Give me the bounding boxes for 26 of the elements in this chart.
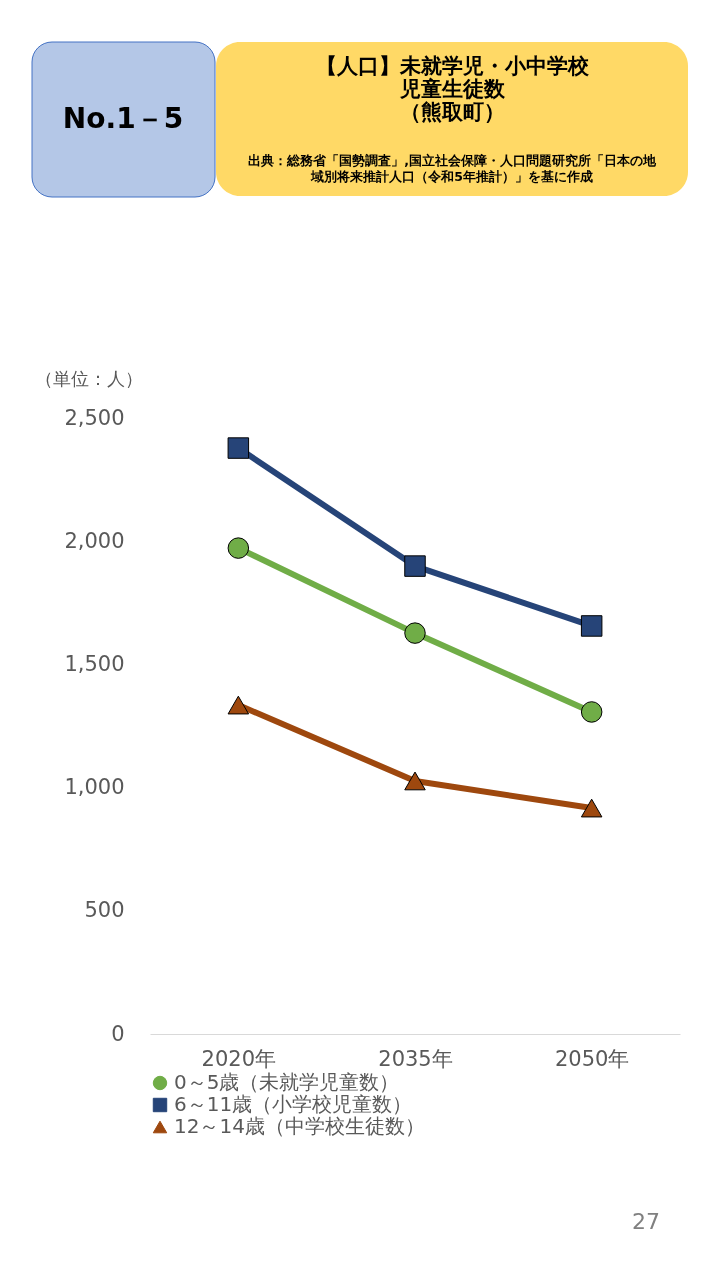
point — [227, 537, 250, 559]
point — [227, 695, 250, 715]
legend-label: 0～5歳（未就学児童数） — [174, 1070, 400, 1094]
text: 27 — [632, 1209, 660, 1234]
y-tick-label: 0 — [111, 1021, 125, 1046]
point — [580, 798, 603, 818]
x-tick-label: 2035年 — [378, 1046, 453, 1071]
point — [227, 437, 250, 459]
chart-title: 【人口】未就学児・小中学校児童生徒数（熊取町） — [315, 54, 590, 124]
y-tick-label: 500 — [84, 898, 125, 923]
point — [404, 771, 426, 791]
y-tick-label: 2,500 — [64, 405, 125, 430]
point — [580, 615, 603, 637]
x-tick-label: 2020年 — [201, 1046, 277, 1071]
text: No.1－5 — [62, 102, 184, 135]
legend-label: 12～14歳（中学校生徒数） — [174, 1114, 425, 1138]
y-tick-label: 2,000 — [64, 528, 125, 553]
source-note: 出典：総務省「国勢調査」,国立社会保障・人口問題研究所「日本の地域別将来推計人口（令和5年推計）」を基に作成 — [248, 153, 657, 184]
point — [580, 701, 603, 723]
point — [404, 555, 426, 577]
y-axis-title: （単位：人） — [35, 368, 143, 389]
y-tick-label: 1,000 — [64, 775, 125, 800]
x-tick-label: 2050年 — [554, 1046, 630, 1071]
y-tick-label: 1,500 — [64, 651, 125, 676]
legend-label: 6～11歳（小学校児童数） — [174, 1092, 413, 1116]
point — [404, 622, 426, 644]
